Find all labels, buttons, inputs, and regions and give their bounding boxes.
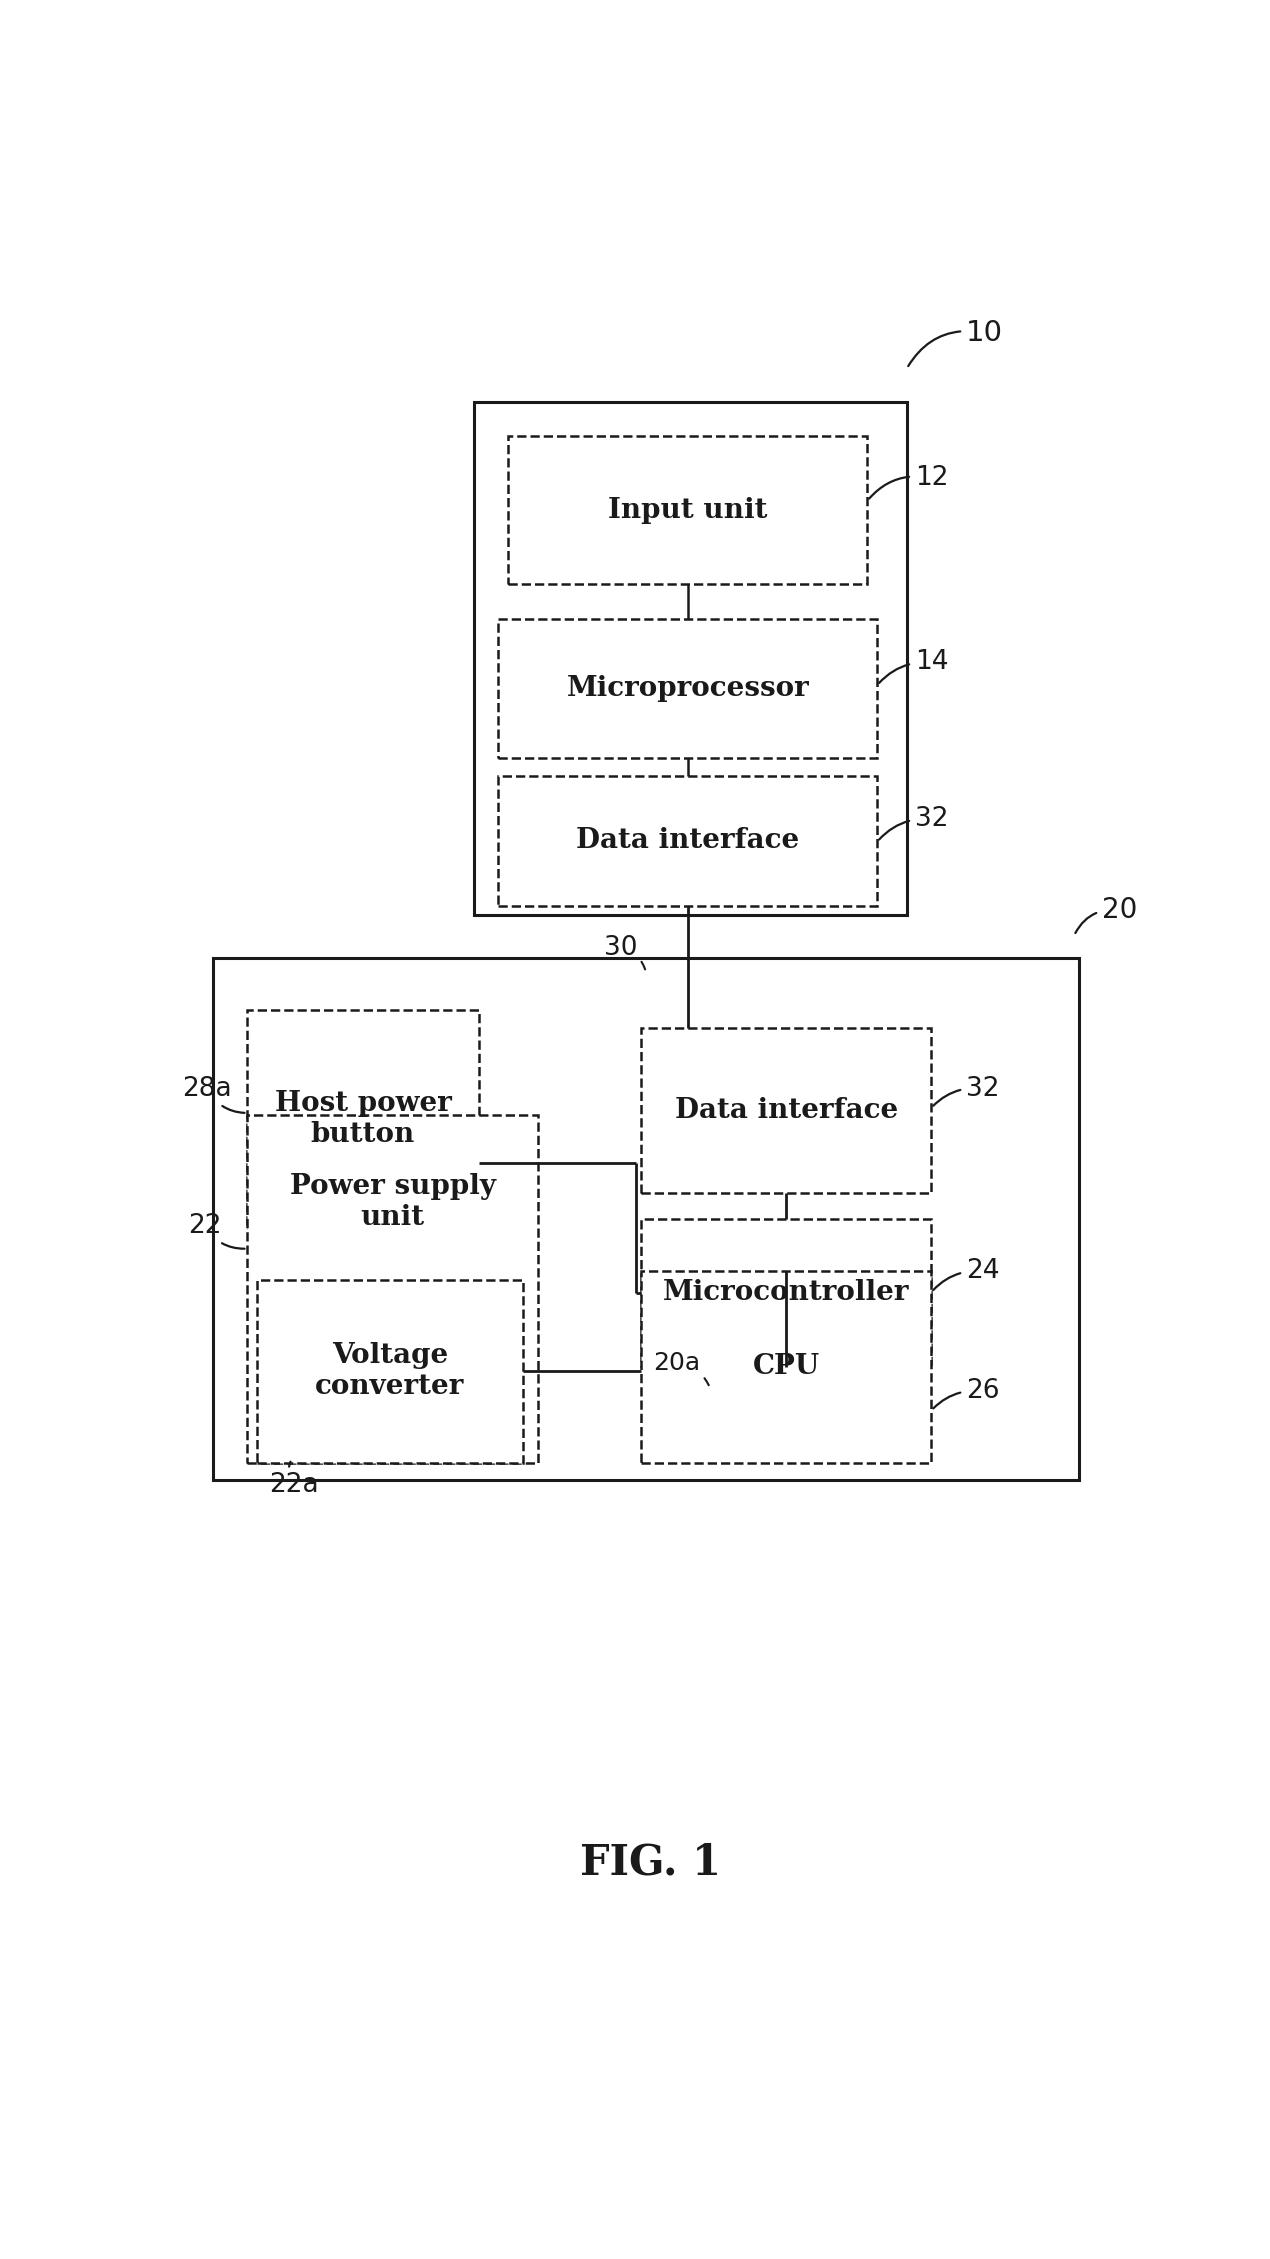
Text: Microprocessor: Microprocessor <box>566 675 809 703</box>
Bar <box>257 1281 523 1462</box>
Text: Data interface: Data interface <box>577 827 799 854</box>
Text: 20a: 20a <box>653 1351 709 1385</box>
Text: 20: 20 <box>1076 897 1137 933</box>
Text: Host power
button: Host power button <box>274 1089 451 1148</box>
Text: 22a: 22a <box>269 1462 319 1498</box>
Text: Data interface: Data interface <box>674 1098 898 1125</box>
Text: Microcontroller: Microcontroller <box>663 1279 909 1306</box>
Text: CPU: CPU <box>753 1353 819 1380</box>
Bar <box>641 1028 931 1193</box>
Bar <box>641 1220 931 1367</box>
Bar <box>498 775 878 906</box>
Bar <box>498 619 878 759</box>
Text: 30: 30 <box>603 935 645 969</box>
Bar <box>248 1010 479 1229</box>
Text: 12: 12 <box>869 465 949 499</box>
Text: 32: 32 <box>933 1075 999 1105</box>
Bar <box>508 436 867 585</box>
Bar <box>213 958 1080 1480</box>
Text: 22: 22 <box>188 1213 245 1249</box>
Text: 14: 14 <box>879 648 949 682</box>
Text: 28a: 28a <box>183 1075 245 1114</box>
Bar <box>248 1114 537 1462</box>
Text: 32: 32 <box>879 806 949 840</box>
Text: Input unit: Input unit <box>608 497 767 524</box>
Text: 10: 10 <box>908 319 1003 366</box>
Text: Power supply
unit: Power supply unit <box>290 1172 495 1231</box>
Text: 24: 24 <box>933 1258 999 1290</box>
Bar <box>474 402 907 915</box>
Text: Voltage
converter: Voltage converter <box>315 1342 465 1401</box>
Bar <box>641 1272 931 1462</box>
Text: 26: 26 <box>933 1378 999 1407</box>
Text: FIG. 1: FIG. 1 <box>580 1841 721 1884</box>
